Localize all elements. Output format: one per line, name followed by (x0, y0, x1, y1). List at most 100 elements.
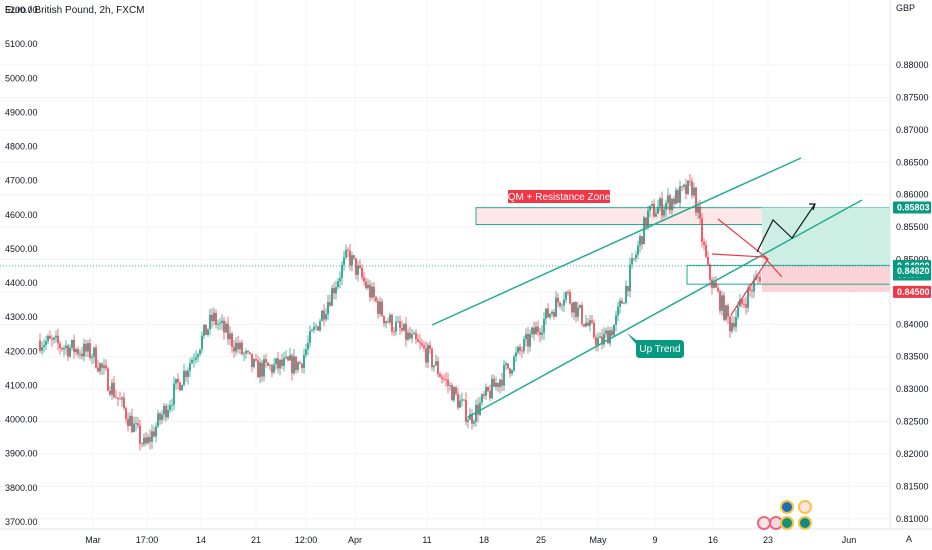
candle-body (627, 285, 629, 292)
candle-body (745, 304, 747, 308)
price-tag (893, 201, 931, 214)
candle-body (263, 359, 265, 377)
candle-body (315, 326, 317, 328)
candle-body (61, 348, 63, 350)
candle-body (271, 365, 273, 373)
auto-scale-icon[interactable]: A (906, 534, 912, 544)
candle-body (113, 382, 115, 397)
channel-lower-line[interactable] (467, 199, 863, 418)
time-tick-label: Apr (348, 535, 362, 545)
candle-body (191, 360, 193, 364)
candle-body (237, 342, 239, 350)
candle-body (479, 402, 481, 415)
candle-body (49, 335, 51, 339)
candle-body (153, 431, 155, 437)
candle-body (245, 350, 247, 354)
stop-zone[interactable] (762, 266, 890, 292)
candle-body (671, 198, 673, 211)
candle-body (495, 382, 497, 387)
candle-body (69, 347, 71, 357)
candle-body (715, 282, 717, 288)
candle-body (427, 345, 429, 363)
badge-icon[interactable] (798, 500, 812, 514)
candle-body (565, 292, 567, 300)
candle-body (629, 264, 631, 292)
candle-body (239, 342, 241, 350)
candle-body (171, 404, 173, 406)
candle-body (597, 337, 599, 346)
candle-body (547, 308, 549, 318)
candle-body (189, 363, 191, 371)
target-zone[interactable] (762, 207, 890, 266)
reaction-badges[interactable] (757, 500, 812, 530)
candle-body (79, 353, 81, 355)
badge-icon[interactable] (780, 516, 794, 530)
triangle-pattern[interactable] (717, 218, 769, 316)
left-tick-label: 4100.00 (5, 380, 38, 390)
candle-body (405, 323, 407, 340)
candle-body (163, 405, 165, 415)
candle-body (389, 315, 391, 323)
candle-body (131, 415, 133, 433)
candle-body (499, 379, 501, 388)
candle-body (43, 345, 45, 348)
candle-body (583, 324, 585, 327)
candle-body (111, 382, 113, 395)
candle-body (75, 349, 77, 353)
candle-body (141, 443, 143, 445)
candle-body (207, 329, 209, 336)
candle-body (323, 310, 325, 320)
candle-body (691, 181, 693, 196)
candle-body (125, 408, 127, 419)
candle-body (85, 343, 87, 352)
candle-body (319, 321, 321, 331)
time-tick-label: 21 (251, 535, 261, 545)
candle-body (167, 409, 169, 418)
channel-upper-line[interactable] (431, 157, 802, 326)
candle-body (663, 209, 665, 216)
candle-body (101, 363, 103, 368)
candle-body (387, 321, 389, 323)
candle-body (557, 297, 559, 303)
up-trend-callout[interactable]: Up Trend (627, 333, 684, 358)
candle-body (425, 348, 427, 363)
candle-body (157, 413, 159, 427)
projection-path[interactable] (756, 203, 816, 253)
candle-body (687, 180, 689, 195)
candle-body (47, 335, 49, 342)
candle-body (541, 332, 543, 335)
candle-body (725, 305, 727, 320)
candle-body (325, 314, 327, 320)
candle-body (515, 352, 517, 357)
candle-body (473, 421, 475, 424)
candle-body (335, 287, 337, 294)
triangle-pattern[interactable] (711, 253, 783, 278)
candle-body (481, 394, 483, 403)
candle-body (367, 284, 369, 288)
candle-body (723, 295, 725, 320)
candle-body (231, 333, 233, 347)
candle-body (453, 387, 455, 401)
candle-body (507, 363, 509, 369)
candle-body (301, 363, 303, 369)
candle-body (409, 332, 411, 339)
candle-body (465, 399, 467, 422)
badge-icon[interactable] (798, 516, 812, 530)
currency-unit: GBP (896, 3, 915, 13)
time-tick-label: 9 (652, 535, 657, 545)
candle-body (303, 354, 305, 369)
candle-body (749, 288, 751, 291)
auto-scale-button[interactable]: A (906, 534, 912, 544)
up-trend-text: Up Trend (639, 344, 680, 355)
badge-icon[interactable] (780, 500, 794, 514)
candle-body (523, 339, 525, 352)
candle-body (673, 198, 675, 204)
badge-icon[interactable] (757, 516, 771, 530)
time-tick-label: Jun (842, 535, 857, 545)
resistance-zone-label[interactable]: QM + Resistance Zone (508, 190, 611, 203)
candle-body (649, 205, 651, 211)
candle-body (255, 359, 257, 361)
candle-body (251, 353, 253, 368)
candle-body (621, 300, 623, 304)
